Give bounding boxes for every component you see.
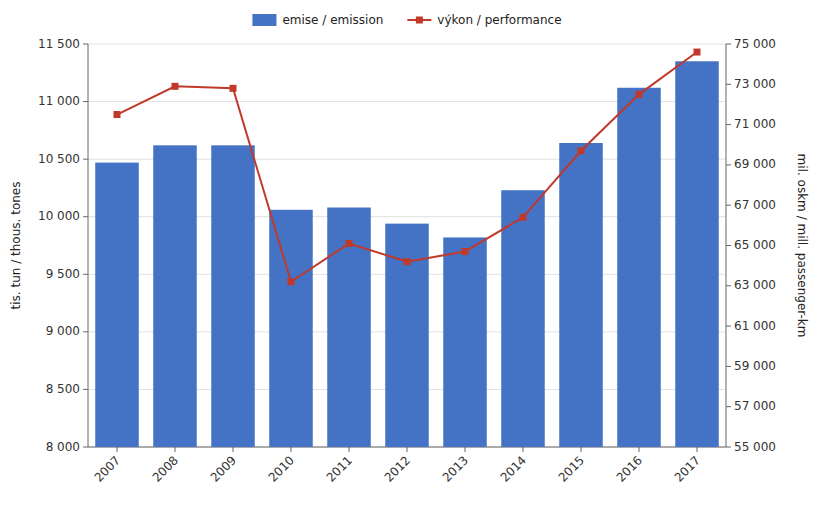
y2-tick-label: 57 000 xyxy=(734,399,776,413)
x-tick-label: 2017 xyxy=(672,453,703,484)
tick-mark xyxy=(117,447,118,452)
grid xyxy=(88,44,726,447)
marker xyxy=(346,240,353,247)
line xyxy=(117,52,697,282)
y-axis-title: tis. tun / thous. tones xyxy=(9,182,23,310)
y-axis-line xyxy=(88,44,89,447)
y-tick-label: 8 500 xyxy=(46,382,80,396)
bar xyxy=(675,61,719,447)
tick-mark xyxy=(726,205,731,206)
legend-swatch xyxy=(416,17,423,24)
x-tick-label: 2012 xyxy=(382,453,413,484)
y2-tick-label: 63 000 xyxy=(734,278,776,292)
tick-mark xyxy=(83,447,88,448)
tick-mark xyxy=(726,406,731,407)
legend-swatch xyxy=(252,14,276,26)
legend-label: výkon / performance xyxy=(437,13,561,27)
legend-item: výkon / performance xyxy=(407,13,561,27)
bar xyxy=(95,163,139,447)
y2-tick-label: 61 000 xyxy=(734,319,776,333)
tick-mark xyxy=(291,447,292,452)
tick-mark xyxy=(83,101,88,102)
legend: emise / emission výkon / performance xyxy=(252,13,561,27)
marker xyxy=(288,278,295,285)
y-tick-label: 11 000 xyxy=(38,94,80,108)
tick-mark xyxy=(726,285,731,286)
y2-tick-label: 55 000 xyxy=(734,440,776,454)
tick-mark xyxy=(726,44,731,45)
plot-area xyxy=(95,49,719,447)
x-tick-label: 2007 xyxy=(92,453,123,484)
bar xyxy=(559,143,603,447)
bar xyxy=(327,208,371,447)
y2-tick-label: 75 000 xyxy=(734,37,776,51)
grid-line xyxy=(88,44,726,45)
bar xyxy=(269,210,313,447)
tick-mark xyxy=(726,245,731,246)
y2-tick-label: 73 000 xyxy=(734,77,776,91)
tick-mark xyxy=(697,447,698,452)
tick-mark xyxy=(407,447,408,452)
marker xyxy=(694,49,701,56)
tick-mark xyxy=(726,326,731,327)
bar xyxy=(617,88,661,447)
chart: 8 000 8 500 9 000 9 500 10 000 10 500 11 000 11… xyxy=(0,0,814,513)
marker xyxy=(520,214,527,221)
tick-mark xyxy=(83,331,88,332)
tick-mark xyxy=(726,366,731,367)
bar xyxy=(501,190,545,447)
marker xyxy=(462,248,469,255)
marker xyxy=(230,85,237,92)
tick-mark xyxy=(726,447,731,448)
y2-tick-label: 59 000 xyxy=(734,359,776,373)
tick-mark xyxy=(83,389,88,390)
y-tick-label: 10 500 xyxy=(38,152,80,166)
y2-tick-label: 67 000 xyxy=(734,198,776,212)
bar xyxy=(443,237,487,447)
tick-mark xyxy=(83,44,88,45)
tick-mark xyxy=(83,274,88,275)
y-tick-label: 9 000 xyxy=(46,324,80,338)
tick-mark xyxy=(233,447,234,452)
y2-tick-label: 71 000 xyxy=(734,117,776,131)
marker xyxy=(114,111,121,118)
x-tick-label: 2013 xyxy=(440,453,471,484)
tick-mark xyxy=(349,447,350,452)
y2-axis-title: mil. oskm / mill. passenger-km xyxy=(795,154,809,338)
legend-item: emise / emission xyxy=(252,13,383,27)
bar xyxy=(153,145,197,447)
marker xyxy=(578,147,585,154)
x-tick-label: 2011 xyxy=(324,453,355,484)
x-tick-label: 2014 xyxy=(498,453,529,484)
legend-label: emise / emission xyxy=(282,13,383,27)
x-tick-label: 2016 xyxy=(614,453,645,484)
tick-mark xyxy=(726,84,731,85)
tick-mark xyxy=(726,124,731,125)
x-tick-label: 2008 xyxy=(150,453,181,484)
y-tick-label: 8 000 xyxy=(46,440,80,454)
y-tick-label: 10 000 xyxy=(38,209,80,223)
x-tick-label: 2010 xyxy=(266,453,297,484)
tick-mark xyxy=(83,216,88,217)
tick-mark xyxy=(581,447,582,452)
y-tick-label: 11 500 xyxy=(38,37,80,51)
y2-axis-line xyxy=(726,44,727,447)
tick-mark xyxy=(465,447,466,452)
y2-tick-label: 69 000 xyxy=(734,157,776,171)
tick-mark xyxy=(175,447,176,452)
tick-mark xyxy=(639,447,640,452)
tick-mark xyxy=(523,447,524,452)
marker xyxy=(404,258,411,265)
axes: 8 000 8 500 9 000 9 500 10 000 10 500 11 000 11… xyxy=(38,37,776,485)
tick-mark xyxy=(726,164,731,165)
bar xyxy=(211,145,255,447)
y-tick-label: 9 500 xyxy=(46,267,80,281)
x-tick-label: 2009 xyxy=(208,453,239,484)
tick-mark xyxy=(83,159,88,160)
x-tick-label: 2015 xyxy=(556,453,587,484)
marker xyxy=(636,91,643,98)
marker xyxy=(172,83,179,90)
y2-tick-label: 65 000 xyxy=(734,238,776,252)
